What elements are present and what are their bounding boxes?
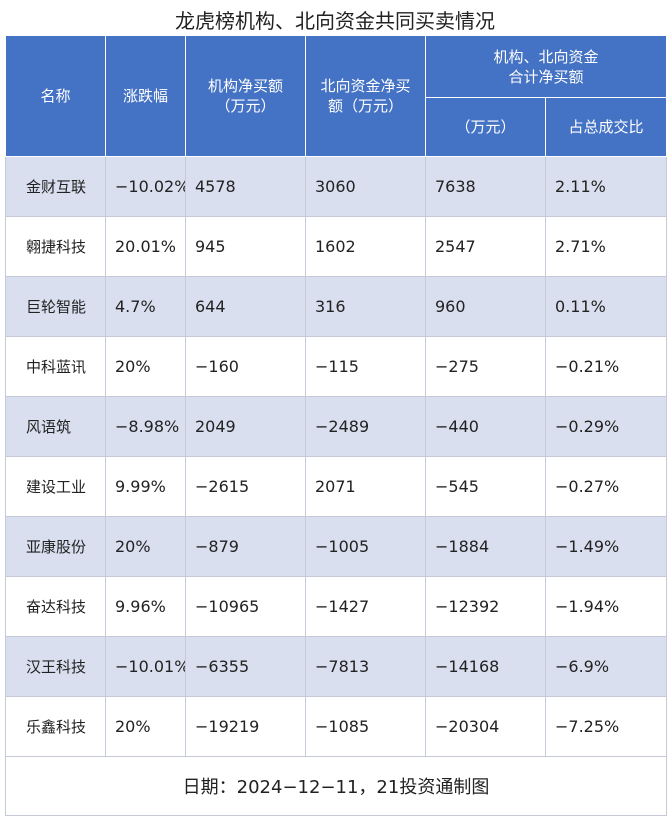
cell-change: −10.01% [105, 636, 186, 697]
cell-name: 中科蓝讯 [5, 336, 106, 397]
header-combined-line1: 机构、北向资金 [493, 47, 599, 66]
header-inst-net-line2: （万元） [215, 97, 276, 115]
cell-name: 翱捷科技 [5, 216, 106, 277]
cell-share: −1.94% [544, 576, 668, 637]
table-row: 中科蓝讯 20% −160 −115 −275 −0.21% [5, 336, 668, 397]
cell-inst-net: −6355 [185, 636, 306, 697]
table-row: 汉王科技 −10.01% −6355 −7813 −14168 −6.9% [5, 636, 668, 697]
header-north-net-line2: 额（万元） [327, 97, 403, 115]
cell-north-net: 1602 [305, 216, 426, 277]
header-north-net: 北向资金净买 额（万元） [305, 35, 426, 157]
header-change: 涨跌幅 [105, 35, 186, 157]
cell-name: 亚康股份 [5, 516, 106, 577]
cell-share: 0.11% [544, 276, 668, 337]
cell-combined-net: −275 [425, 336, 546, 397]
cell-name: 乐鑫科技 [5, 696, 106, 757]
cell-combined-net: 7638 [425, 156, 546, 217]
cell-north-net: −7813 [305, 636, 426, 697]
cell-change: 20% [105, 336, 186, 397]
cell-change: −8.98% [105, 396, 186, 457]
cell-inst-net: 2049 [185, 396, 306, 457]
cell-change: 9.99% [105, 456, 186, 517]
cell-combined-net: −20304 [425, 696, 546, 757]
cell-inst-net: 945 [185, 216, 306, 277]
header-share: 占总成交比 [544, 97, 668, 157]
cell-name: 风语筑 [5, 396, 106, 457]
cell-inst-net: 4578 [185, 156, 306, 217]
cell-share: −6.9% [544, 636, 668, 697]
cell-combined-net: −440 [425, 396, 546, 457]
cell-change: 20% [105, 696, 186, 757]
page-title: 龙虎榜机构、北向资金共同买卖情况 [175, 9, 495, 33]
cell-share: −0.29% [544, 396, 668, 457]
header-combined: 机构、北向资金 合计净买额 [424, 35, 668, 98]
table-row: 乐鑫科技 20% −19219 −1085 −20304 −7.25% [5, 696, 668, 757]
cell-share: 2.71% [544, 216, 668, 277]
cell-combined-net: −12392 [425, 576, 546, 637]
cell-change: 20.01% [105, 216, 186, 277]
cell-north-net: −1085 [305, 696, 426, 757]
table-row: 建设工业 9.99% −2615 2071 −545 −0.27% [5, 456, 668, 517]
cell-north-net: 316 [305, 276, 426, 337]
cell-inst-net: −19219 [185, 696, 306, 757]
header-inst-net-line1: 机构净买额 [207, 77, 283, 95]
cell-inst-net: 644 [185, 276, 306, 337]
cell-name: 建设工业 [5, 456, 106, 517]
data-table: 名称 涨跌幅 机构净买额 （万元） 北向资金净买 额（万元） 机构、北向资金 合… [4, 35, 668, 816]
table-body: 金财互联 −10.02% 4578 3060 7638 2.11% 翱捷科技 20.01% 94… [5, 156, 668, 757]
cell-inst-net: −879 [185, 516, 306, 577]
cell-combined-net: −545 [425, 456, 546, 517]
cell-name: 巨轮智能 [5, 276, 106, 337]
cell-share: −0.21% [544, 336, 668, 397]
table-row: 亚康股份 20% −879 −1005 −1884 −1.49% [5, 516, 668, 577]
cell-inst-net: −160 [185, 336, 306, 397]
cell-share: −1.49% [544, 516, 668, 577]
cell-combined-net: 2547 [425, 216, 546, 277]
table-header: 名称 涨跌幅 机构净买额 （万元） 北向资金净买 额（万元） 机构、北向资金 合… [5, 35, 668, 157]
cell-name: 金财互联 [5, 156, 106, 217]
header-combined-unit: （万元） [425, 97, 546, 157]
cell-change: 20% [105, 516, 186, 577]
header-combined-line2: 合计净买额 [508, 67, 584, 86]
cell-change: 4.7% [105, 276, 186, 337]
header-inst-net: 机构净买额 （万元） [185, 35, 306, 157]
cell-change: −10.02% [105, 156, 186, 217]
cell-name: 奋达科技 [5, 576, 106, 637]
cell-name: 汉王科技 [5, 636, 106, 697]
cell-north-net: 2071 [305, 456, 426, 517]
header-name: 名称 [5, 35, 106, 157]
cell-combined-net: 960 [425, 276, 546, 337]
cell-north-net: 3060 [305, 156, 426, 217]
cell-north-net: −1005 [305, 516, 426, 577]
cell-inst-net: −10965 [185, 576, 306, 637]
table-row: 巨轮智能 4.7% 644 316 960 0.11% [5, 276, 668, 337]
cell-north-net: −1427 [305, 576, 426, 637]
cell-combined-net: −1884 [425, 516, 546, 577]
table-row: 风语筑 −8.98% 2049 −2489 −440 −0.29% [5, 396, 668, 457]
cell-north-net: −2489 [305, 396, 426, 457]
cell-share: −7.25% [544, 696, 668, 757]
cell-north-net: −115 [305, 336, 426, 397]
cell-combined-net: −14168 [425, 636, 546, 697]
table-row: 奋达科技 9.96% −10965 −1427 −12392 −1.94% [5, 576, 668, 637]
cell-share: −0.27% [544, 456, 668, 517]
header-north-net-line1: 北向资金净买 [320, 77, 411, 95]
cell-change: 9.96% [105, 576, 186, 637]
table-row: 翱捷科技 20.01% 945 1602 2547 2.71% [5, 216, 668, 277]
footer-date: 日期：2024−12−11，21投资通制图 [4, 756, 668, 816]
table-row: 金财互联 −10.02% 4578 3060 7638 2.11% [5, 156, 668, 217]
cell-share: 2.11% [544, 156, 668, 217]
cell-inst-net: −2615 [185, 456, 306, 517]
